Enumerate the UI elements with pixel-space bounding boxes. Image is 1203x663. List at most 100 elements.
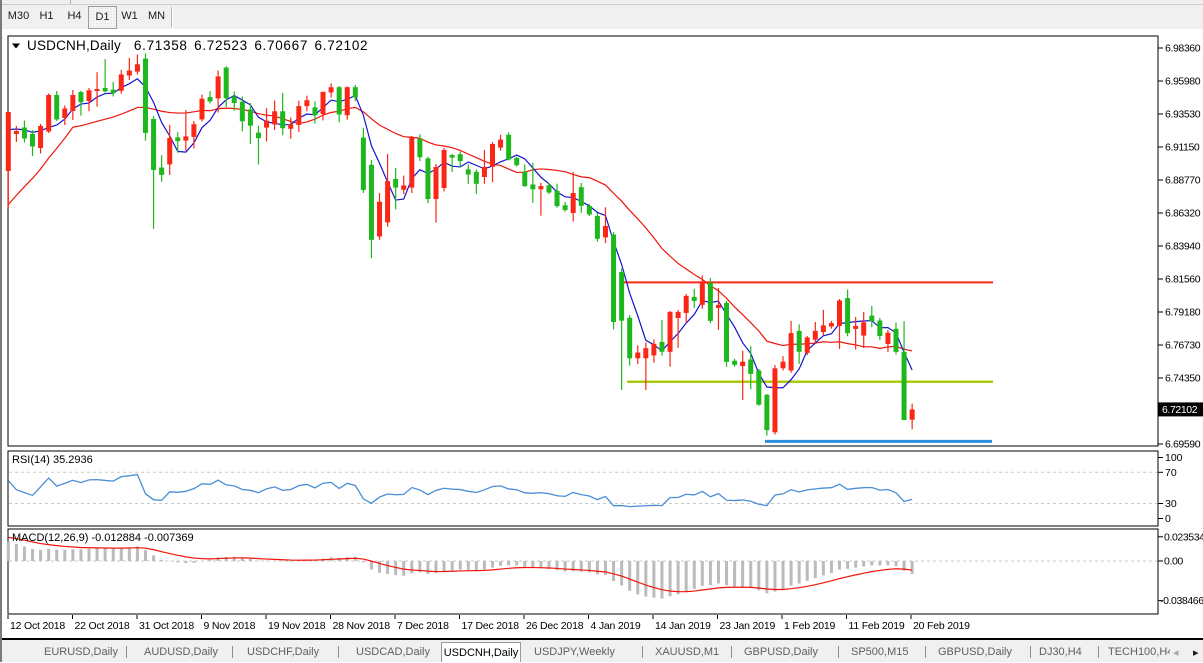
timeframe-toolbar: M30 H1 H4 D1 W1 MN xyxy=(0,5,1203,29)
candle-body xyxy=(336,87,342,115)
macd-signal-line xyxy=(8,536,913,593)
timeframe-button-mn[interactable]: MN xyxy=(147,10,166,22)
rsi-line xyxy=(7,473,913,508)
candle-body xyxy=(457,154,463,162)
candle-body xyxy=(828,323,834,327)
price-tick-label: 6.69590 xyxy=(1165,439,1201,451)
timeframe-button-d1[interactable]: D1 xyxy=(88,6,117,29)
tab-separator xyxy=(731,646,732,658)
current-price-label: 6.72102 xyxy=(1162,404,1198,416)
symbol-dropdown-icon[interactable] xyxy=(11,42,23,50)
candle-body xyxy=(732,360,738,365)
price-tick-label: 6.88770 xyxy=(1165,175,1201,187)
candle-body xyxy=(175,137,181,142)
macd-tick-label: -0.038466 xyxy=(1160,595,1203,607)
candle-body xyxy=(627,317,633,359)
chart-tab-usdjpy[interactable]: USDJPY,Weekly xyxy=(534,646,615,658)
ma-slow-line xyxy=(7,106,913,352)
chart-tab-sp500[interactable]: SP500,M15 xyxy=(851,646,909,658)
macd-indicator-label: MACD(12,26,9) -0.012884 -0.007369 xyxy=(12,532,194,544)
candle-body xyxy=(602,225,608,238)
candle-body xyxy=(255,132,261,139)
price-tick-label: 6.79180 xyxy=(1165,307,1201,319)
time-tick-label: 9 Nov 2018 xyxy=(204,620,256,632)
chart-tab-usdcnh-active[interactable]: USDCNH,Daily xyxy=(441,642,521,662)
candle-body xyxy=(845,298,851,334)
candle-body xyxy=(352,87,358,98)
candle-body xyxy=(498,139,504,148)
timeframe-button-h1[interactable]: H1 xyxy=(39,10,54,22)
candle-body xyxy=(110,89,116,94)
candle-body xyxy=(861,322,867,336)
candle-body xyxy=(167,138,173,165)
candle-body xyxy=(586,205,592,215)
price-tick-label: 6.98360 xyxy=(1165,43,1201,55)
chart-header: USDCNH,Daily 6.71358 6.72523 6.70667 6.72102 xyxy=(12,38,368,53)
candle-body xyxy=(151,118,157,170)
tab-separator xyxy=(1097,646,1099,658)
candle-body xyxy=(619,271,625,321)
toolbar-separator xyxy=(70,0,71,4)
candle-body xyxy=(272,111,278,125)
chart-tab-xauusd[interactable]: XAUUSD,M1 xyxy=(655,646,720,658)
time-tick-label: 19 Nov 2018 xyxy=(268,620,326,632)
candle-body xyxy=(909,409,915,420)
time-tick-label: 14 Jan 2019 xyxy=(655,620,711,632)
candle-body xyxy=(312,107,318,116)
candle-body xyxy=(118,74,124,91)
candle-body xyxy=(611,234,617,322)
time-tick-label: 26 Dec 2018 xyxy=(526,620,584,632)
candle-body xyxy=(30,133,36,147)
tab-scroll-right-icon[interactable]: ▸ xyxy=(1190,646,1202,659)
window-left-edge xyxy=(0,0,2,662)
tab-scroll-left-icon[interactable]: ◂ xyxy=(1170,646,1182,659)
chart-tab-bar: EURUSD,Daily AUDUSD,Daily USDCHF,Daily U… xyxy=(0,638,1203,662)
candle-body xyxy=(780,361,786,369)
rsi-pane[interactable] xyxy=(7,450,1159,527)
candle-body xyxy=(368,164,374,240)
chart-tab-dj30[interactable]: DJ30,H4 xyxy=(1039,646,1082,658)
chart-tab-audusd[interactable]: AUDUSD,Daily xyxy=(144,646,218,658)
ohlc-high: 6.72523 xyxy=(194,38,248,53)
candle-body xyxy=(877,320,883,336)
tab-separator xyxy=(126,646,128,658)
candle-body xyxy=(578,187,584,206)
chart-tab-tech100[interactable]: TECH100,H4 xyxy=(1108,646,1174,658)
candle-body xyxy=(377,201,383,237)
candle-body xyxy=(207,97,213,102)
candle-body xyxy=(360,137,366,191)
candle-body xyxy=(328,87,334,93)
candle-body xyxy=(38,126,44,148)
chart-tab-gbpusd[interactable]: GBPUSD,Daily xyxy=(744,646,818,658)
chart-tab-gbpusd[interactable]: GBPUSD,Daily xyxy=(938,646,1012,658)
candle-body xyxy=(62,108,68,119)
chart-tab-usdcad[interactable]: USDCAD,Daily xyxy=(356,646,430,658)
candle-body xyxy=(522,171,528,187)
candle-body xyxy=(893,328,899,352)
rsi-tick-label: 70 xyxy=(1165,467,1177,479)
chart-tab-eurusd[interactable]: EURUSD,Daily xyxy=(44,646,118,658)
toolbar-separator xyxy=(171,7,172,27)
macd-pane[interactable] xyxy=(7,528,1159,615)
candle-body xyxy=(473,171,479,184)
timeframe-button-w1[interactable]: W1 xyxy=(121,10,138,22)
candle-body xyxy=(239,101,245,122)
price-tick-label: 6.74350 xyxy=(1165,373,1201,385)
candle-body xyxy=(159,167,165,175)
candle-body xyxy=(433,167,439,199)
candle-body xyxy=(385,181,391,223)
timeframe-button-m30[interactable]: M30 xyxy=(7,10,30,22)
candle-body xyxy=(223,67,229,99)
timeframe-button-h4[interactable]: H4 xyxy=(67,10,82,22)
main-pane[interactable] xyxy=(7,35,1159,447)
tab-separator xyxy=(838,646,839,658)
candle-body xyxy=(506,134,512,160)
time-tick-label: 20 Feb 2019 xyxy=(913,620,970,632)
chart-tab-usdchf[interactable]: USDCHF,Daily xyxy=(247,646,320,658)
candle-body xyxy=(199,98,205,120)
candle-body xyxy=(869,315,875,322)
candle-body xyxy=(191,124,197,137)
candle-body xyxy=(142,58,148,133)
tab-separator xyxy=(924,646,926,658)
